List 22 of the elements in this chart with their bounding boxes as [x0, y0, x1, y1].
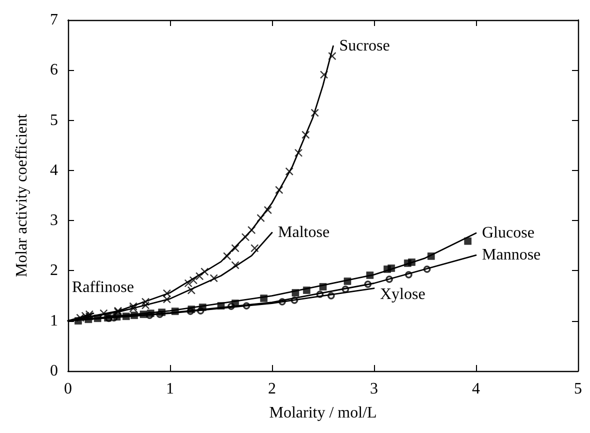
legend-label: Sucrose	[339, 38, 390, 55]
y-tick-label: 4	[50, 162, 58, 179]
x-tick-label: 0	[64, 380, 72, 398]
y-tick-label: 7	[50, 12, 58, 28]
y-axis-title: Molar activity coefficient	[14, 113, 30, 278]
x-tick-label: 3	[370, 380, 378, 398]
series-label: Raffinose	[72, 278, 134, 296]
y-tick-label: 5	[50, 112, 58, 129]
y-tick-label: 0	[50, 362, 58, 380]
y-tick-label: 1	[50, 312, 58, 330]
series-label: Xylose	[380, 286, 426, 303]
y-tick-label: 6	[50, 62, 58, 79]
series-label: Mannose	[482, 246, 541, 264]
x-tick-label: 1	[166, 380, 174, 398]
y-tick-label: 3	[50, 212, 58, 230]
x-tick-label: 5	[574, 380, 582, 398]
series-label: Glucose	[482, 224, 534, 242]
y-tick-label: 2	[50, 262, 58, 280]
series-label: Maltose	[278, 224, 330, 242]
x-axis-title: Molarity / mol/L	[269, 404, 377, 422]
x-tick-label: 4	[472, 380, 480, 398]
x-tick-label: 2	[268, 380, 276, 398]
